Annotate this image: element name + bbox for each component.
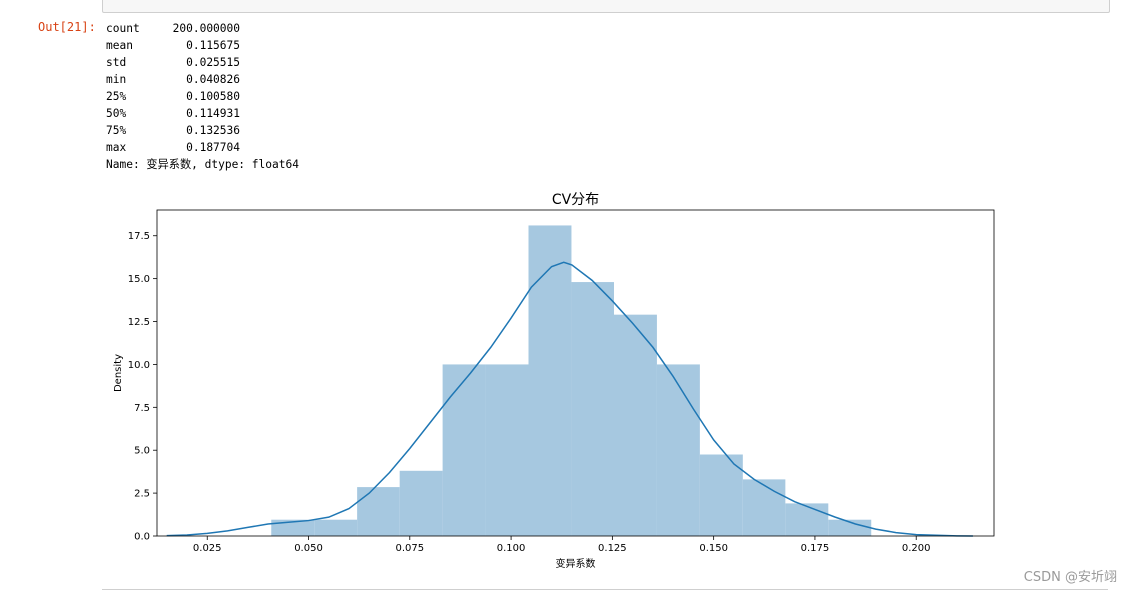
stat-key: 25% xyxy=(106,90,127,103)
stat-row: 25% 0.100580 xyxy=(106,88,299,105)
stat-row: max 0.187704 xyxy=(106,139,299,156)
y-tick-label: 5.0 xyxy=(134,446,150,457)
y-axis-label: Density xyxy=(113,354,124,392)
y-tick-label: 2.5 xyxy=(134,489,150,500)
stat-key: std xyxy=(106,56,127,69)
x-tick-label: 0.050 xyxy=(294,543,323,554)
histogram-bar xyxy=(571,282,614,536)
stat-row: std 0.025515 xyxy=(106,54,299,71)
y-tick-label: 10.0 xyxy=(128,360,150,371)
stat-row: 75% 0.132536 xyxy=(106,122,299,139)
histogram-bar xyxy=(357,487,400,536)
histogram-bar xyxy=(613,314,657,536)
stat-value: 0.100580 xyxy=(186,90,240,103)
histogram-bar xyxy=(442,364,486,536)
stat-key: mean xyxy=(106,39,133,52)
stat-row: count 200.000000 xyxy=(106,20,299,37)
stat-row: mean 0.115675 xyxy=(106,37,299,54)
stat-key: max xyxy=(106,141,127,154)
x-tick-label: 0.200 xyxy=(902,543,931,554)
histogram-bar xyxy=(656,364,700,536)
stat-key: 50% xyxy=(106,107,127,120)
y-tick-label: 12.5 xyxy=(128,317,150,328)
y-axis-ticks: 0.0 2.5 5.0 7.5 10.0 12.5 15.0 17.5 xyxy=(128,231,157,543)
y-tick-label: 15.0 xyxy=(128,274,150,285)
histogram-bar xyxy=(699,454,743,536)
x-tick-label: 0.150 xyxy=(699,543,728,554)
y-tick-label: 17.5 xyxy=(128,231,150,242)
kde-line xyxy=(166,261,973,537)
y-tick-label: 0.0 xyxy=(134,532,150,543)
x-tick-label: 0.175 xyxy=(801,543,830,554)
histogram-bar xyxy=(314,519,358,536)
stat-value: 0.187704 xyxy=(186,141,240,154)
histogram-bar xyxy=(785,503,829,536)
stat-value: 200.000000 xyxy=(172,22,240,35)
cell-bottom-border xyxy=(102,589,1108,590)
stat-key: 75% xyxy=(106,124,127,137)
histogram-bar xyxy=(828,519,872,536)
x-tick-label: 0.125 xyxy=(598,543,627,554)
x-axis-ticks: 0.025 0.050 0.075 0.100 0.125 0.150 0.175 0.200 xyxy=(193,536,931,554)
histogram-bars xyxy=(271,225,872,536)
stat-value: 0.114931 xyxy=(186,107,240,120)
axes-frame xyxy=(156,209,995,537)
describe-output: count 200.000000 mean 0.115675 std 0.025515 mi… xyxy=(106,20,299,173)
histogram-bar xyxy=(485,364,529,536)
output-prompt: Out[21]: xyxy=(38,20,96,34)
stat-value: 0.115675 xyxy=(186,39,240,52)
histogram-bar xyxy=(399,470,443,536)
stats-list: count 200.000000 mean 0.115675 std 0.025515 mi… xyxy=(106,20,299,156)
y-tick-label: 7.5 xyxy=(134,403,150,414)
stat-value: 0.132536 xyxy=(186,124,240,137)
watermark: CSDN @安圻翊 xyxy=(1023,570,1117,585)
chart-title: CV分布 xyxy=(552,192,599,208)
histogram-bar xyxy=(271,519,315,536)
x-axis-label: 变异系数 xyxy=(556,557,596,570)
stat-key: count xyxy=(106,22,140,35)
stat-value: 0.040826 xyxy=(186,73,240,86)
stat-key: min xyxy=(106,73,127,86)
previous-cell-input[interactable] xyxy=(102,0,1110,13)
x-tick-label: 0.025 xyxy=(193,543,222,554)
x-tick-label: 0.100 xyxy=(497,543,526,554)
histogram-bar xyxy=(742,479,786,536)
x-tick-label: 0.075 xyxy=(395,543,424,554)
stat-value: 0.025515 xyxy=(186,56,240,69)
series-name-line: Name: 变异系数, dtype: float64 xyxy=(106,158,299,171)
stat-row: 50% 0.114931 xyxy=(106,105,299,122)
stat-row: min 0.040826 xyxy=(106,71,299,88)
histogram-bar xyxy=(528,225,572,536)
